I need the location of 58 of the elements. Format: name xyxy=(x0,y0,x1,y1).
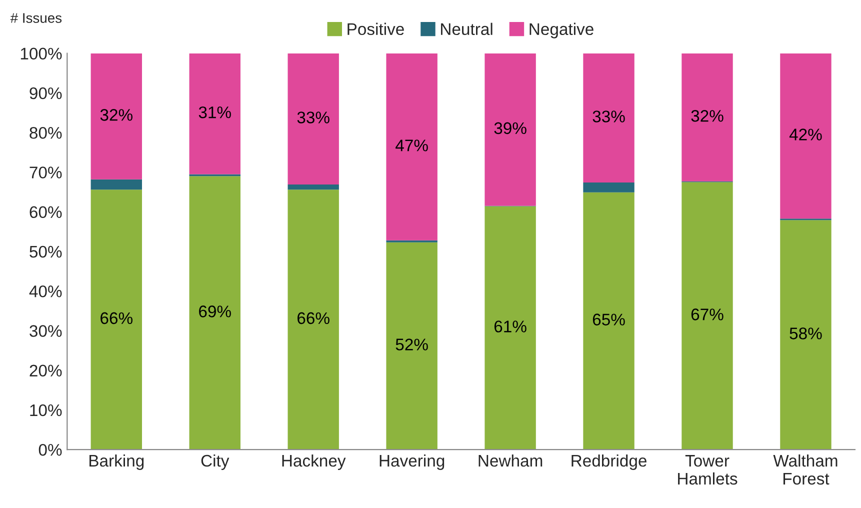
x-tick-label: Waltham Forest xyxy=(773,454,838,485)
data-label: 66% xyxy=(100,312,132,324)
bar xyxy=(189,176,240,450)
x-tick-label: Barking xyxy=(90,454,144,470)
data-label: 66% xyxy=(298,312,330,324)
bar xyxy=(583,53,634,183)
data-label: 31% xyxy=(198,106,231,118)
y-tick-label: 60% xyxy=(30,206,62,218)
x-tick-label: City xyxy=(201,454,230,470)
y-tick-label: 90% xyxy=(30,87,62,100)
x-tick-label: Redbridge xyxy=(572,454,646,470)
bar xyxy=(682,53,733,182)
y-tick-label: 100% xyxy=(20,48,62,60)
x-tick-label: Havering xyxy=(380,454,444,470)
bar xyxy=(484,53,536,206)
x-tick-label: Newham xyxy=(478,454,542,467)
bar xyxy=(90,190,142,450)
y-tick-label: 80% xyxy=(30,126,62,139)
data-label: 47% xyxy=(396,140,428,152)
x-tick-label: Hackney xyxy=(282,454,346,470)
bar xyxy=(583,192,634,450)
data-label: 58% xyxy=(790,328,822,340)
bar xyxy=(386,242,438,450)
y-tick-label: 40% xyxy=(29,285,62,298)
data-label: 52% xyxy=(396,338,428,350)
data-label: 33% xyxy=(297,112,330,124)
bar xyxy=(189,53,240,174)
bar xyxy=(780,220,832,450)
bar xyxy=(484,206,536,450)
data-label: 32% xyxy=(100,109,132,121)
data-label: 65% xyxy=(592,314,625,326)
bar xyxy=(90,53,142,180)
data-label: 42% xyxy=(789,128,822,140)
bar xyxy=(288,184,339,190)
bar xyxy=(682,182,733,450)
data-label: 69% xyxy=(199,306,231,318)
y-axis-title: # Issues xyxy=(10,13,62,23)
legend-label: Positive xyxy=(348,22,404,36)
y-tick-label: 20% xyxy=(30,364,62,377)
legend-label: Neutral xyxy=(441,22,492,36)
bar xyxy=(90,179,142,190)
bar xyxy=(583,182,634,192)
legend-label: Negative xyxy=(530,22,594,38)
data-label: 67% xyxy=(691,308,724,320)
y-tick-label: 30% xyxy=(30,325,62,337)
bar xyxy=(386,53,438,240)
y-tick-label: 70% xyxy=(30,166,62,178)
bar xyxy=(780,53,832,219)
data-label: 61% xyxy=(494,320,526,332)
y-tick-label: 10% xyxy=(30,404,62,416)
x-tick-label: Tower Hamlets xyxy=(678,455,738,485)
bar xyxy=(288,53,339,184)
data-label: 39% xyxy=(494,122,526,134)
bar xyxy=(288,190,339,450)
y-tick-label: 50% xyxy=(30,246,62,258)
data-label: 33% xyxy=(592,110,625,122)
y-tick-label: 0% xyxy=(38,444,62,456)
data-label: 32% xyxy=(691,110,724,122)
